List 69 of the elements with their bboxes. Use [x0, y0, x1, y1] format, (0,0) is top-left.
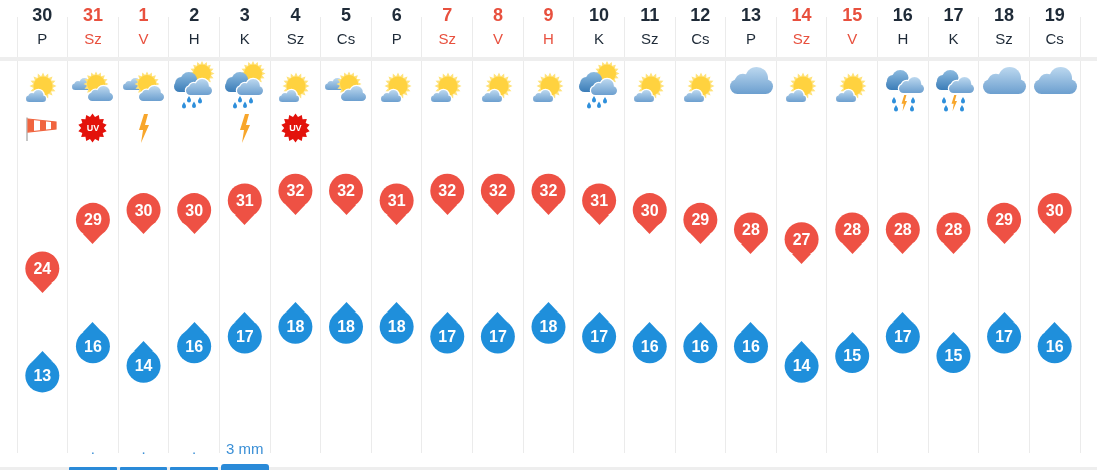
data-label: 28 [742, 220, 760, 238]
x-tick-label: 8 V [492, 4, 503, 48]
x-tick-label: 19 Cs [1044, 4, 1065, 48]
data-label: 13 [33, 366, 52, 384]
data-label: 15 [843, 347, 862, 365]
x-tick-label: 12 Cs [690, 4, 711, 48]
data-label: 18 [387, 318, 406, 336]
data-label: 24 [33, 259, 52, 277]
x-tick-label: 5 Cs [336, 4, 356, 48]
data-label: 29 [995, 211, 1014, 229]
uv-badge-icon: UV [280, 113, 310, 143]
data-label: 30 [185, 201, 204, 219]
x-tick-label: 6 P [391, 4, 402, 48]
data-label: 30 [1045, 201, 1064, 219]
data-label: 28 [893, 220, 912, 238]
x-tick-label: 11 Sz [640, 4, 660, 48]
x-tick-label: 30 P [32, 4, 53, 48]
data-label: 17 [995, 327, 1014, 345]
data-label: 28 [944, 220, 963, 238]
data-label: 32 [337, 182, 356, 200]
data-label: 14 [134, 357, 153, 375]
text: . [141, 440, 146, 457]
data-label: 18 [337, 318, 356, 336]
x-tick-label: 16 H [892, 4, 913, 48]
data-label: 16 [640, 337, 659, 355]
x-tick-label: 31 Sz [82, 4, 103, 48]
x-tick-label: 18 Sz [994, 4, 1015, 48]
data-label: 17 [488, 327, 507, 345]
uv-badge-icon: UV [78, 113, 108, 143]
data-label: 17 [235, 327, 254, 345]
data-label: 16 [1045, 337, 1064, 355]
x-tick-label: 2 H [188, 4, 200, 48]
x-tick-label: 14 Sz [791, 4, 812, 48]
data-label: 27 [792, 230, 811, 248]
data-label: 16 [691, 337, 710, 355]
x-tick-label: 15 V [842, 4, 863, 48]
data-label: 16 [742, 337, 760, 355]
text: . [90, 440, 96, 457]
x-tick-label: 7 Sz [438, 4, 457, 48]
data-label: 16 [84, 337, 102, 355]
data-label: 15 [944, 347, 963, 365]
text: . [192, 440, 197, 457]
data-label: 31 [235, 191, 254, 209]
data-label: 32 [488, 182, 507, 200]
x-tick-label: 17 K [943, 4, 964, 48]
data-label: 17 [438, 327, 457, 345]
data-label: 32 [438, 182, 457, 200]
data-label: 17 [590, 327, 609, 345]
data-label: 29 [84, 211, 102, 229]
data-label: 29 [691, 211, 710, 229]
data-label: 32 [286, 182, 305, 200]
data-label: 17 [893, 327, 912, 345]
text: 3 mm [226, 440, 264, 457]
data-label: 32 [539, 182, 558, 200]
x-tick-label: 13 P [740, 4, 761, 48]
data-label: 31 [387, 191, 406, 209]
data-label: 16 [185, 337, 204, 355]
x-tick-label: 3 K [239, 4, 250, 48]
data-label: 28 [843, 220, 862, 238]
data-label: 30 [640, 201, 659, 219]
x-tick-label: 9 H [543, 4, 554, 48]
data-label: 18 [539, 318, 558, 336]
data-label: 31 [590, 191, 609, 209]
x-tick-label: 1 V [138, 4, 149, 48]
x-tick-label: 10 K [589, 4, 610, 48]
data-label: 18 [286, 318, 305, 336]
data-label: 14 [792, 357, 811, 375]
data-label: 30 [134, 201, 153, 219]
x-tick-label: 4 Sz [286, 4, 305, 48]
